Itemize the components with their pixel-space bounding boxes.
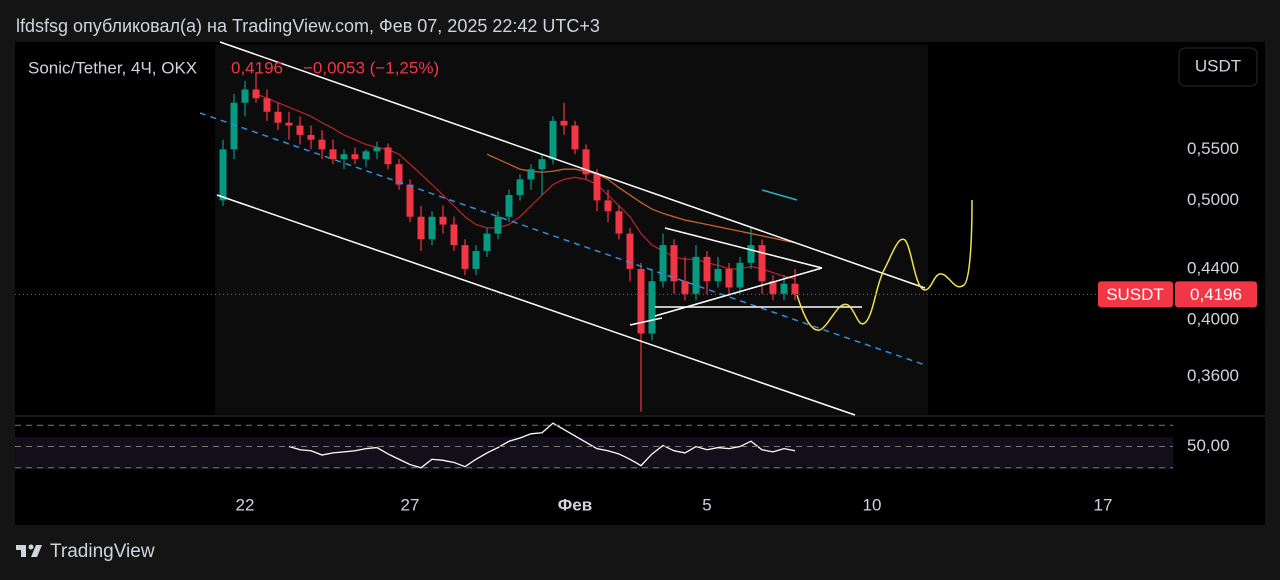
candle-body xyxy=(582,149,590,175)
x-tick-label: Фев xyxy=(558,495,592,514)
candle-body xyxy=(230,102,238,150)
rsi-tick-label: 50,00 xyxy=(1187,436,1230,455)
y-tick-label: 0,4000 xyxy=(1187,309,1239,328)
candle-body xyxy=(296,125,304,135)
shaded-range xyxy=(215,45,928,415)
channel-bottom xyxy=(216,194,856,416)
candle-body xyxy=(769,281,777,294)
candle-body xyxy=(527,169,535,180)
symbol: Sonic/Tether, 4Ч, OKX xyxy=(28,58,197,77)
x-tick-label: 27 xyxy=(401,495,420,514)
logo-part xyxy=(21,545,26,557)
candle-body xyxy=(758,245,766,282)
candle-body xyxy=(329,149,337,160)
moving-average xyxy=(486,153,796,244)
candle-body xyxy=(494,216,502,234)
candle-body xyxy=(604,200,612,212)
y-tick-label: 0,4400 xyxy=(1187,258,1239,277)
candle-body xyxy=(351,154,359,160)
candle-body xyxy=(593,174,601,201)
ticker: SUSDT xyxy=(1106,285,1164,304)
candle-body xyxy=(285,122,293,126)
currency[interactable]: USDT xyxy=(1195,56,1241,75)
candle-body xyxy=(615,211,623,234)
candle-body xyxy=(648,281,656,334)
candle-body xyxy=(472,250,480,269)
candle-body xyxy=(340,154,348,160)
marker-line xyxy=(761,189,798,201)
x-tick-label: 22 xyxy=(236,495,255,514)
candle-body xyxy=(681,281,689,294)
candle-body xyxy=(439,216,447,225)
last-value: 0,4196 xyxy=(231,58,283,77)
candle-body xyxy=(703,256,711,282)
x-tick-label: 17 xyxy=(1094,495,1113,514)
candle-body xyxy=(516,179,524,196)
y-tick-label: 0,5000 xyxy=(1187,190,1239,209)
triangle-bottom xyxy=(654,267,823,317)
candle-body xyxy=(538,159,546,170)
change: −0,0053 (−1,25%) xyxy=(303,58,439,77)
candle-body xyxy=(274,111,282,123)
candle-body xyxy=(252,89,260,99)
logo-part xyxy=(28,544,34,550)
rsi-band xyxy=(15,437,1173,469)
candle-body xyxy=(395,164,403,185)
candle-body xyxy=(626,233,634,269)
candle-body xyxy=(461,245,469,269)
ticker-tag xyxy=(1098,281,1173,308)
price-tag-label: 0,4196 xyxy=(1190,285,1242,304)
candle-body xyxy=(549,120,557,160)
y-tick-label: 0,3600 xyxy=(1187,366,1239,385)
candle-body xyxy=(483,233,491,251)
candle-body xyxy=(560,120,568,126)
attribution: lfdsfsg опубликовал(а) на TradingView.co… xyxy=(16,16,600,36)
channel-mid xyxy=(199,112,926,366)
candle-body xyxy=(725,268,733,288)
candle-body xyxy=(791,283,799,295)
projection xyxy=(796,199,973,331)
candle-body xyxy=(780,283,788,294)
candle-body xyxy=(692,256,700,294)
candle-body xyxy=(307,134,315,140)
candle-body xyxy=(384,147,392,165)
candle-body xyxy=(450,224,458,246)
triangle-base xyxy=(629,317,663,326)
candle-body xyxy=(637,268,645,334)
candle-body xyxy=(417,216,425,240)
candle-body xyxy=(747,245,755,263)
candle-body xyxy=(428,216,436,240)
candle-body xyxy=(571,125,579,150)
logo xyxy=(16,544,42,557)
currency-button[interactable] xyxy=(1178,47,1258,87)
channel-top xyxy=(219,41,926,289)
candle-body xyxy=(659,245,667,282)
rsi-line xyxy=(288,422,796,469)
y-tick-label: 0,5500 xyxy=(1187,139,1239,158)
drawings xyxy=(199,41,973,416)
candle-body xyxy=(241,89,249,103)
x-tick-label: 5 xyxy=(702,495,711,514)
candle-body xyxy=(373,147,381,152)
candle-body xyxy=(219,149,227,201)
candle-body xyxy=(318,139,326,150)
x-tick-label: 10 xyxy=(863,495,882,514)
candle-body xyxy=(505,195,513,217)
price-tag xyxy=(1175,281,1257,308)
triangle-top xyxy=(664,227,823,269)
candle-body xyxy=(263,98,271,112)
candle-body xyxy=(714,268,722,282)
candle-body xyxy=(406,184,414,217)
candle-body xyxy=(736,262,744,288)
logo-part xyxy=(31,545,42,557)
candle-body xyxy=(670,245,678,282)
candle-body xyxy=(362,151,370,160)
plot xyxy=(219,72,799,469)
brand: TradingView xyxy=(50,541,155,562)
